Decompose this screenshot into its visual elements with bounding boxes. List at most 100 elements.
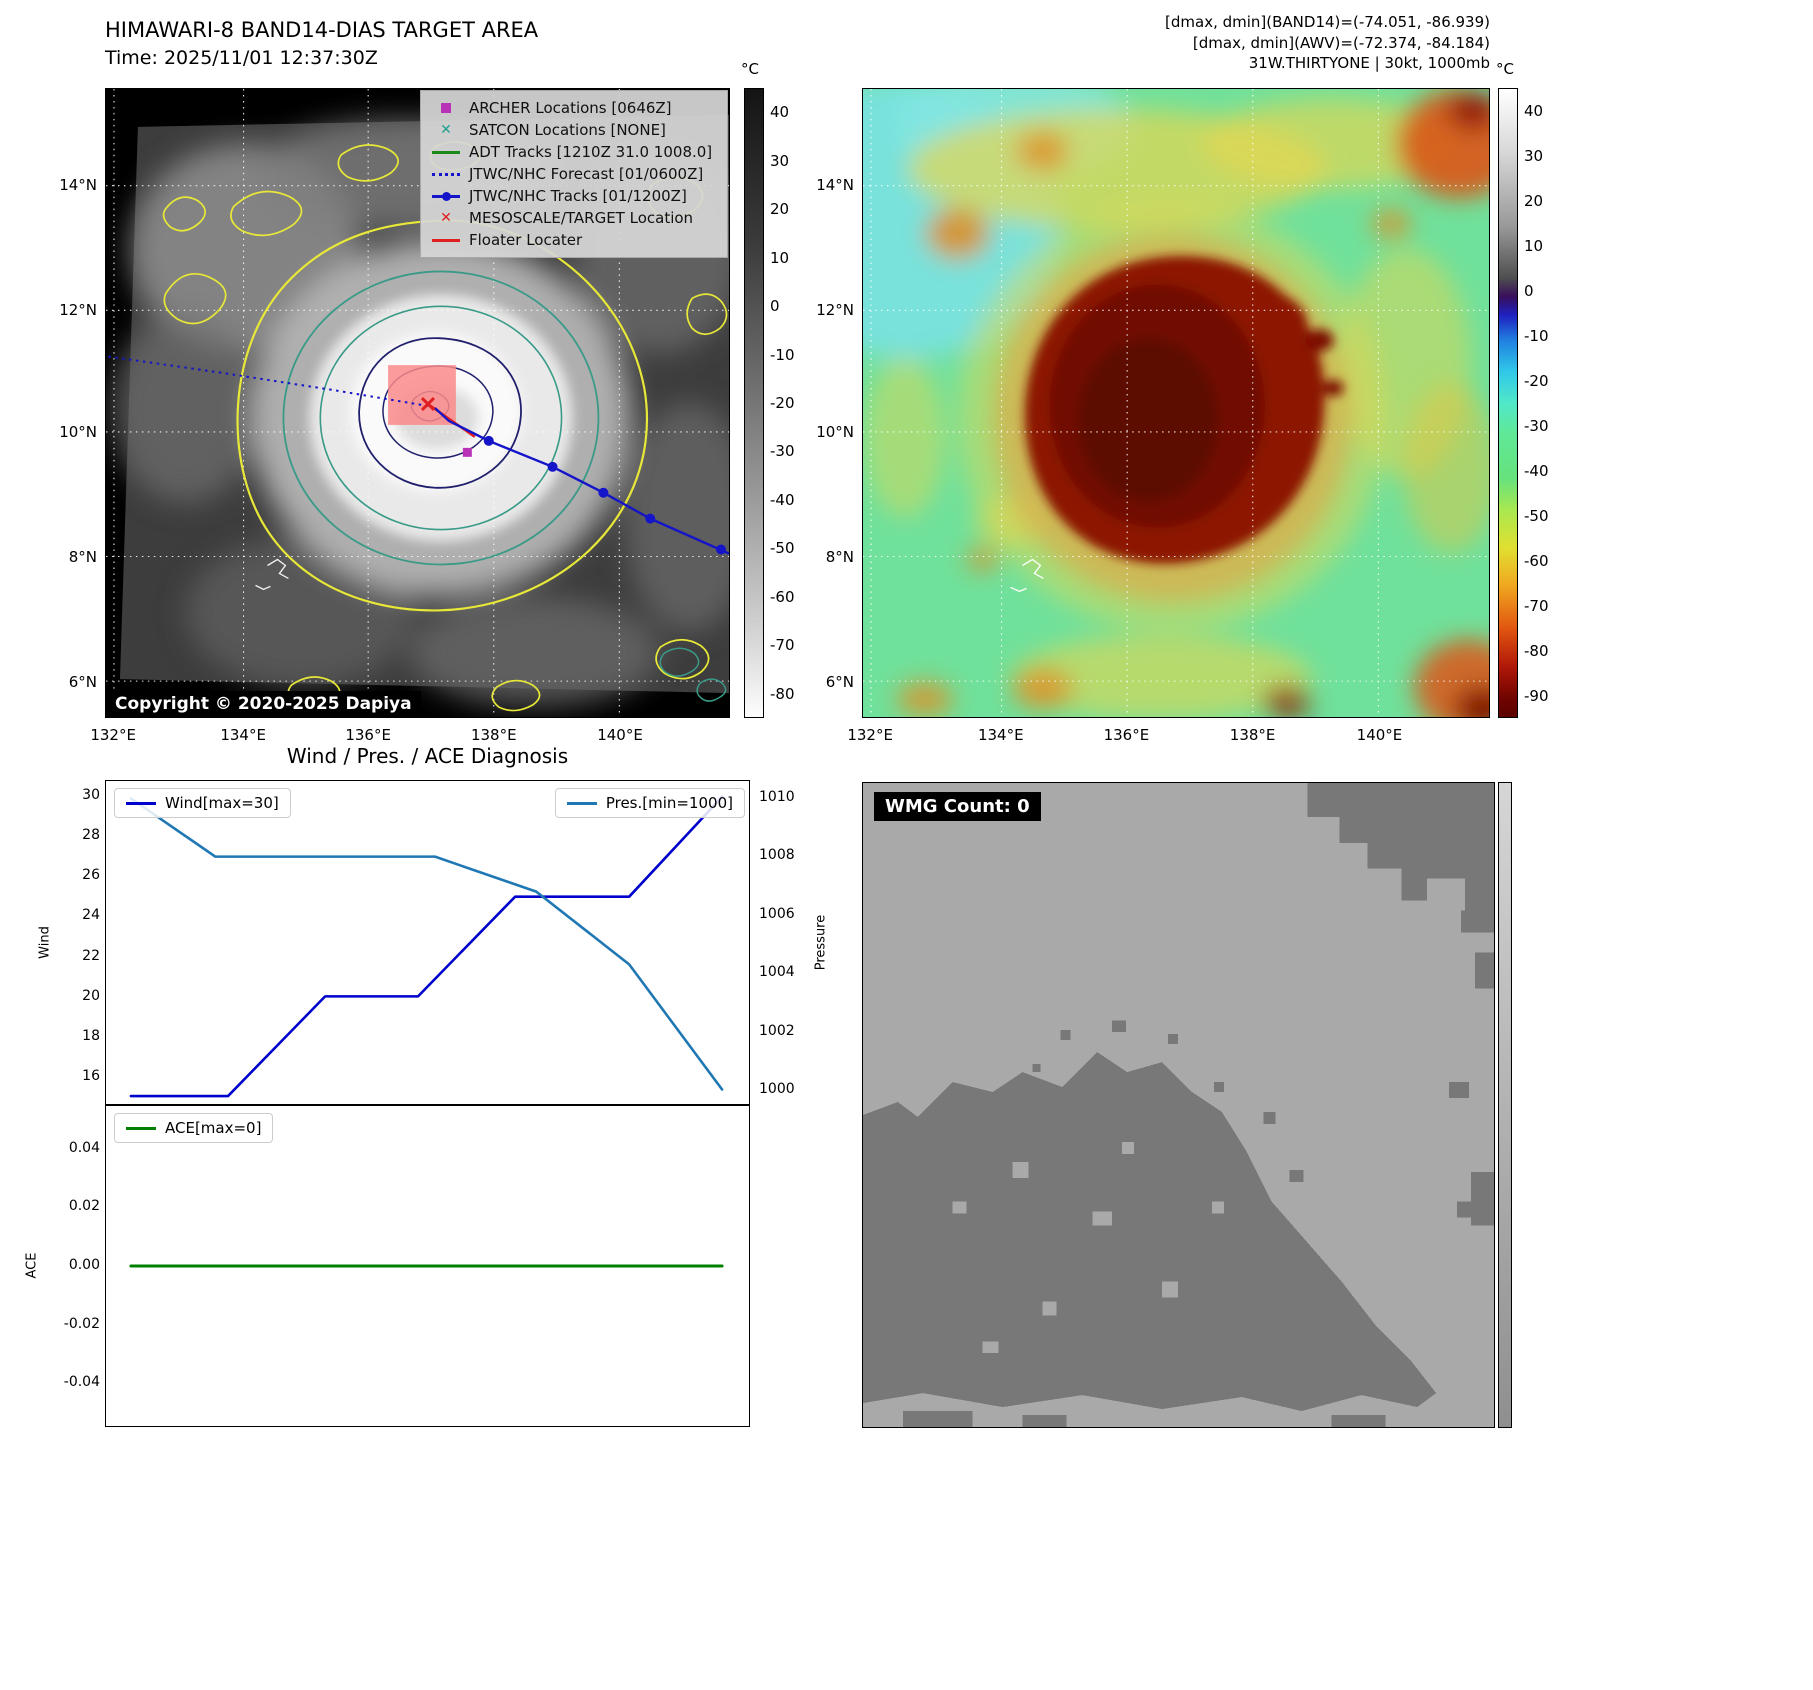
- tr-colorbar-tick-label: -70: [1524, 596, 1549, 615]
- pressure-tick-label: 1010: [759, 788, 795, 805]
- tr-colorbar-tick-label: 20: [1524, 191, 1544, 210]
- legend-item: ARCHER Locations [0646Z]: [430, 97, 718, 119]
- tr-colorbar-tick-label: -90: [1524, 686, 1549, 705]
- ace-tick-label: -0.04: [63, 1374, 100, 1391]
- mask-light-speckles: [952, 1141, 1224, 1354]
- tl-x-tick-label: 136°E: [345, 726, 391, 744]
- legend-item-label: JTWC/NHC Tracks [01/1200Z]: [469, 187, 687, 205]
- tl-colorbar-tick-label: 30: [770, 151, 790, 170]
- tl-y-tick-label: 14°N: [59, 176, 97, 195]
- wmg-count-badge: WMG Count: 0: [874, 792, 1041, 821]
- tl-y-tick-label: 12°N: [59, 300, 97, 319]
- wind-line-sample: [126, 801, 156, 805]
- pressure-legend-label: Pres.[min=1000]: [605, 794, 733, 812]
- tr-y-tick-label: 6°N: [825, 673, 854, 692]
- tr-header-line-awv: [dmax, dmin](AWV)=(-72.374, -84.184): [1192, 33, 1490, 52]
- convection-contours: [236, 219, 649, 612]
- legend-item: JTWC/NHC Forecast [01/0600Z]: [430, 163, 718, 185]
- legend-item: ✕ MESOSCALE/TARGET Location: [430, 207, 718, 229]
- Pres.[min=1000]-line: [129, 797, 724, 1091]
- jtwc-forecast-track: [106, 355, 429, 407]
- legend-item: ADT Tracks [1210Z 31.0 1008.0]: [430, 141, 718, 163]
- tr-colorbar-tick-label: -30: [1524, 416, 1549, 435]
- legend-item-label: JTWC/NHC Forecast [01/0600Z]: [469, 165, 704, 183]
- tl-colorbar-unit: °C: [741, 60, 759, 78]
- wind-tick-label: 24: [82, 907, 100, 924]
- tr-colorbar-tick-label: -60: [1524, 551, 1549, 570]
- cold-cloud-core: [1024, 255, 1344, 564]
- tr-rainbow-colorbar: [1498, 88, 1518, 718]
- tr-header-line-storm: 31W.THIRTYONE | 30kt, 1000mb: [1248, 54, 1490, 73]
- tl-x-tick-label: 132°E: [90, 726, 136, 744]
- tr-colorbar-tick-label: 40: [1524, 101, 1544, 120]
- tr-header: [dmax, dmin](BAND14)=(-74.051, -86.939) …: [990, 12, 1490, 74]
- square-marker-icon: [430, 103, 462, 113]
- pressure-line-sample: [566, 801, 597, 805]
- ace-axis-label: ACE: [24, 1252, 40, 1279]
- tl-time: Time: 2025/11/01 12:37:30Z: [105, 47, 378, 69]
- latlon-grid: [863, 89, 1489, 717]
- wind-tick-label: 22: [82, 947, 100, 964]
- legend-item: ✕ SATCON Locations [NONE]: [430, 119, 718, 141]
- legend-item-label: ADT Tracks [1210Z 31.0 1008.0]: [469, 143, 713, 161]
- latlon-grid: [106, 89, 729, 717]
- wind-legend: Wind[max=30]: [114, 788, 291, 818]
- tr-x-tick-label: 132°E: [847, 726, 893, 744]
- wind-tick-label: 26: [82, 867, 100, 884]
- tl-colorbar-tick-label: 20: [770, 200, 790, 219]
- legend-item: Floater Locater: [430, 229, 718, 251]
- tl-colorbar-tick-label: -70: [770, 636, 795, 655]
- island-outlines: [1010, 558, 1044, 593]
- wind-pressure-chart: [105, 780, 750, 1105]
- dotted-marker-icon: [430, 172, 462, 176]
- tr-header-line-band14: [dmax, dmin](BAND14)=(-74.051, -86.939): [1165, 13, 1490, 31]
- pressure-tick-label: 1002: [759, 1022, 795, 1039]
- wind-legend-label: Wind[max=30]: [165, 794, 279, 812]
- pressure-tick-label: 1006: [759, 905, 795, 922]
- tl-title: HIMAWARI-8 BAND14-DIAS TARGET AREA: [105, 18, 539, 42]
- wmg-colorbar: [1498, 782, 1512, 1428]
- tl-x-tick-label: 138°E: [470, 726, 517, 744]
- map-legend: ARCHER Locations [0646Z] ✕ SATCON Location…: [420, 90, 728, 258]
- tl-y-tick-label: 10°N: [59, 422, 97, 441]
- ace-line-sample: [126, 1126, 156, 1130]
- tl-colorbar-tick-label: -80: [770, 684, 795, 703]
- tl-grayscale-colorbar: [744, 88, 764, 718]
- tr-colorbar-tick-label: -10: [1524, 326, 1549, 345]
- tr-colorbar-tick-label: -80: [1524, 641, 1549, 660]
- wmg-mask-image: [863, 783, 1494, 1427]
- tl-colorbar-tick-label: 0: [770, 297, 780, 316]
- enhanced-ir-image: [863, 89, 1489, 717]
- legend-item-label: Floater Locater: [469, 231, 583, 249]
- tl-colorbar-tick-label: 40: [770, 103, 790, 122]
- tl-colorbar-tick-label: -10: [770, 345, 795, 364]
- x-marker-icon: ✕: [440, 210, 452, 226]
- mesoscale-target-x-icon: [420, 396, 436, 412]
- ace-legend: ACE[max=0]: [114, 1113, 274, 1143]
- tr-x-tick-label: 140°E: [1356, 726, 1403, 744]
- ace-chart: [105, 1105, 750, 1427]
- tr-colorbar-tick-label: 0: [1524, 281, 1534, 300]
- ace-tick-label: 0.00: [68, 1257, 100, 1273]
- Wind[max=30]-line: [129, 795, 724, 1098]
- tr-y-tick-label: 8°N: [825, 547, 854, 566]
- wind-tick-label: 16: [82, 1067, 100, 1084]
- tl-y-tick-label: 8°N: [68, 547, 97, 566]
- tl-x-tick-label: 140°E: [597, 726, 643, 744]
- tr-y-tick-label: 14°N: [816, 176, 854, 195]
- tr-x-tick-label: 136°E: [1103, 726, 1150, 744]
- tr-colorbar-tick-label: -50: [1524, 506, 1549, 525]
- line-marker-icon: [430, 238, 462, 242]
- ace-legend-label: ACE[max=0]: [165, 1119, 262, 1137]
- ace-tick-label: 0.04: [68, 1139, 100, 1156]
- enhanced-ir-map: [862, 88, 1490, 718]
- mask-dark-regions: [863, 783, 1494, 1427]
- legend-item: JTWC/NHC Tracks [01/1200Z]: [430, 185, 718, 207]
- legend-item-label: MESOSCALE/TARGET Location: [469, 209, 694, 227]
- tl-x-tick-label: 134°E: [220, 726, 266, 744]
- tr-x-tick-label: 134°E: [977, 726, 1024, 744]
- x-marker-icon: ✕: [440, 122, 452, 138]
- line-marker-icon: [430, 150, 462, 154]
- diagnosis-title: Wind / Pres. / ACE Diagnosis: [286, 744, 569, 768]
